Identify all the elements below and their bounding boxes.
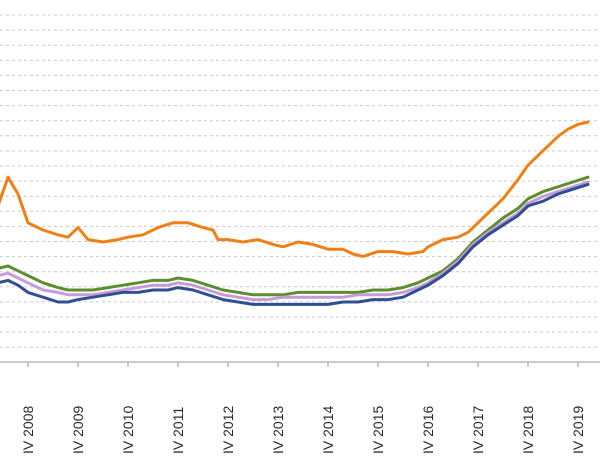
x-tick-label: IV 2017 [470, 406, 486, 454]
x-tick-label: IV 2013 [270, 406, 286, 454]
x-tick-label: IV 2012 [220, 406, 236, 454]
x-tick-label: IV 2008 [20, 406, 36, 454]
series-lines [0, 120, 590, 306]
x-tick-label: IV 2014 [320, 406, 336, 454]
x-tick-label: IV 2009 [70, 406, 86, 454]
x-axis-tick-labels: IV 2008 IV 2009 IV 2010 IV 2011 IV 2012 IV 20… [20, 406, 586, 454]
x-tick-label: IV 2011 [170, 407, 186, 454]
x-tick-label: IV 2019 [570, 406, 586, 454]
series-line-1 [0, 120, 590, 258]
series-line-2 [0, 175, 590, 297]
x-tick-label: IV 2015 [370, 406, 386, 454]
series-line-4 [0, 182, 590, 306]
series-line-3 [0, 180, 590, 302]
x-tick-label: IV 2016 [420, 406, 436, 454]
x-tick-label: IV 2018 [520, 406, 536, 454]
x-tick-label: IV 2010 [120, 406, 136, 454]
x-axis-ticks [27, 362, 579, 367]
